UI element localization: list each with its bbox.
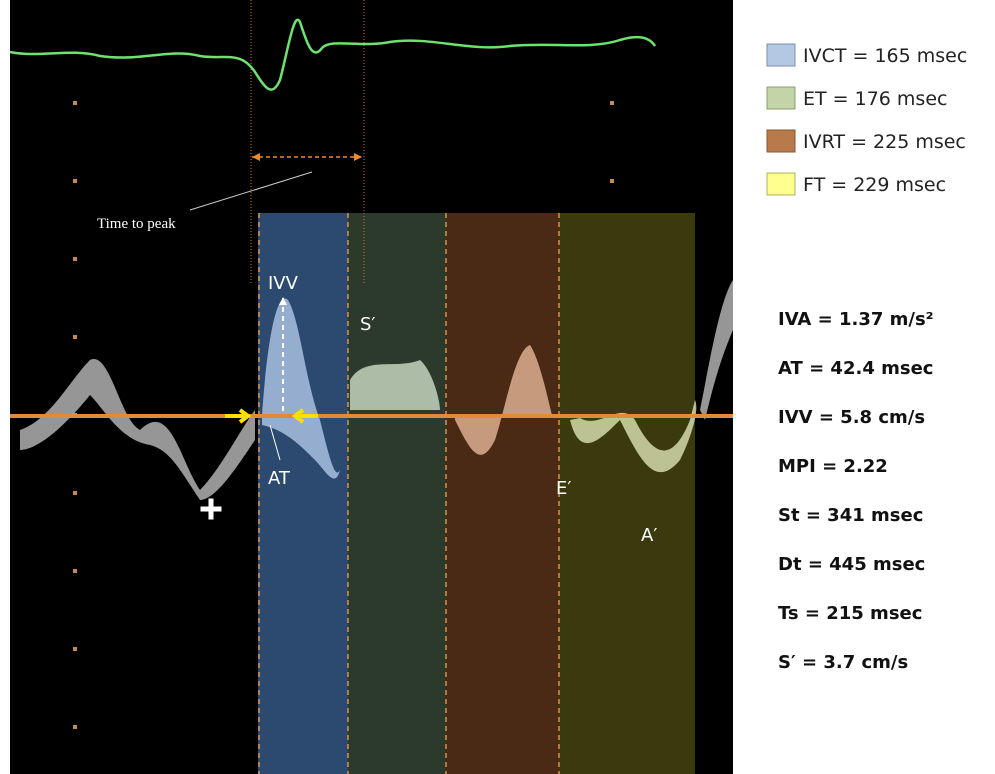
a-prime-label: A′: [641, 525, 657, 546]
grid-dot: [610, 101, 614, 105]
e-prime-label: E′: [556, 478, 571, 499]
grid-dot: [73, 257, 77, 261]
ft-band: [559, 213, 695, 774]
measurement: AT = 42.4 msec: [778, 358, 933, 379]
measurement: Dt = 445 msec: [778, 554, 925, 575]
measurement: St = 341 msec: [778, 505, 923, 526]
measurement: IVV = 5.8 cm/s: [778, 407, 925, 428]
grid-dot: [73, 569, 77, 573]
legend-swatch: [767, 44, 795, 66]
grid-dot: [73, 335, 77, 339]
legend-swatch: [767, 130, 795, 152]
at-label: AT: [268, 468, 291, 489]
legend-label: ET = 176 msec: [803, 88, 947, 110]
legend-swatch: [767, 87, 795, 109]
figure: Time to peak IVV S′ AT E′ A′ IVCT = 165 …: [0, 0, 995, 774]
ivrt-band: [446, 213, 559, 774]
grid-dot: [610, 179, 614, 183]
time-to-peak-label: Time to peak: [97, 216, 176, 232]
grid-dot: [73, 725, 77, 729]
legend: IVCT = 165 msec ET = 176 msec IVRT = 225…: [767, 44, 967, 196]
grid-dot: [73, 491, 77, 495]
grid-dot: [73, 179, 77, 183]
measurement: S′ = 3.7 cm/s: [778, 652, 908, 673]
measurement: MPI = 2.22: [778, 456, 888, 477]
ivv-label: IVV: [268, 273, 299, 294]
measurement: IVA = 1.37 m/s²: [778, 309, 934, 330]
measurement: Ts = 215 msec: [778, 603, 922, 624]
legend-swatch: [767, 173, 795, 195]
et-band: [348, 213, 446, 774]
legend-label: FT = 229 msec: [803, 174, 946, 196]
legend-label: IVCT = 165 msec: [803, 45, 967, 67]
s-prime-label: S′: [360, 314, 376, 335]
measurements: IVA = 1.37 m/s² AT = 42.4 msec IVV = 5.8 c…: [778, 309, 934, 673]
grid-dot: [73, 101, 77, 105]
ivct-band: [258, 213, 348, 774]
legend-label: IVRT = 225 msec: [803, 131, 966, 153]
grid-dot: [73, 647, 77, 651]
